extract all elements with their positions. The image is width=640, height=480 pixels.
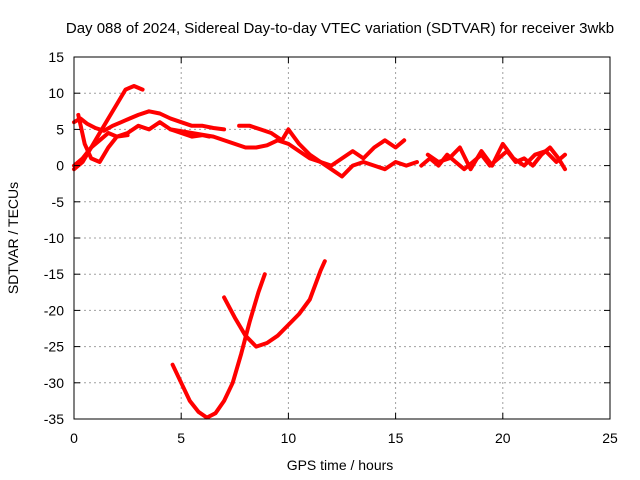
chart-title: Day 088 of 2024, Sidereal Day-to-day VTE… [66, 20, 614, 37]
y-tick-label: 10 [48, 85, 64, 101]
y-tick-label: -25 [44, 339, 64, 355]
y-tick-label: -20 [44, 302, 64, 318]
y-tick-label: -30 [44, 375, 64, 391]
y-axis-label: SDTVAR / TECUs [5, 182, 21, 294]
y-tick-label: 15 [48, 49, 64, 65]
axis-ticks: 0 5 10 15 20 25 -35 -30 -25 -20 -15 -10 -5 0 5 10 15 [44, 49, 618, 446]
y-tick-label: 0 [56, 158, 64, 174]
series-line-prn-c [72, 120, 212, 172]
x-tick-label: 15 [388, 430, 404, 446]
y-tick-label: -15 [44, 266, 64, 282]
y-tick-label: 5 [56, 121, 64, 137]
y-tick-label: -35 [44, 411, 64, 427]
x-tick-label: 5 [177, 430, 185, 446]
series-line-prn-i [170, 272, 267, 420]
series-line-prn-h [425, 141, 567, 172]
series-line-prn-e [168, 127, 419, 179]
series-line-prn-d [76, 112, 130, 164]
series-line-prn-a [72, 109, 227, 133]
series-line-prn-j [222, 259, 327, 349]
y-tick-label: -5 [52, 194, 65, 210]
x-tick-label: 25 [602, 430, 618, 446]
x-tick-label: 20 [495, 430, 511, 446]
series-line-prn-b [72, 84, 145, 168]
x-axis-label: GPS time / hours [287, 457, 394, 473]
x-tick-label: 10 [281, 430, 297, 446]
series-line-prn-f [237, 123, 407, 168]
series-group [72, 84, 567, 420]
x-tick-label: 0 [70, 430, 78, 446]
y-tick-label: -10 [44, 230, 64, 246]
